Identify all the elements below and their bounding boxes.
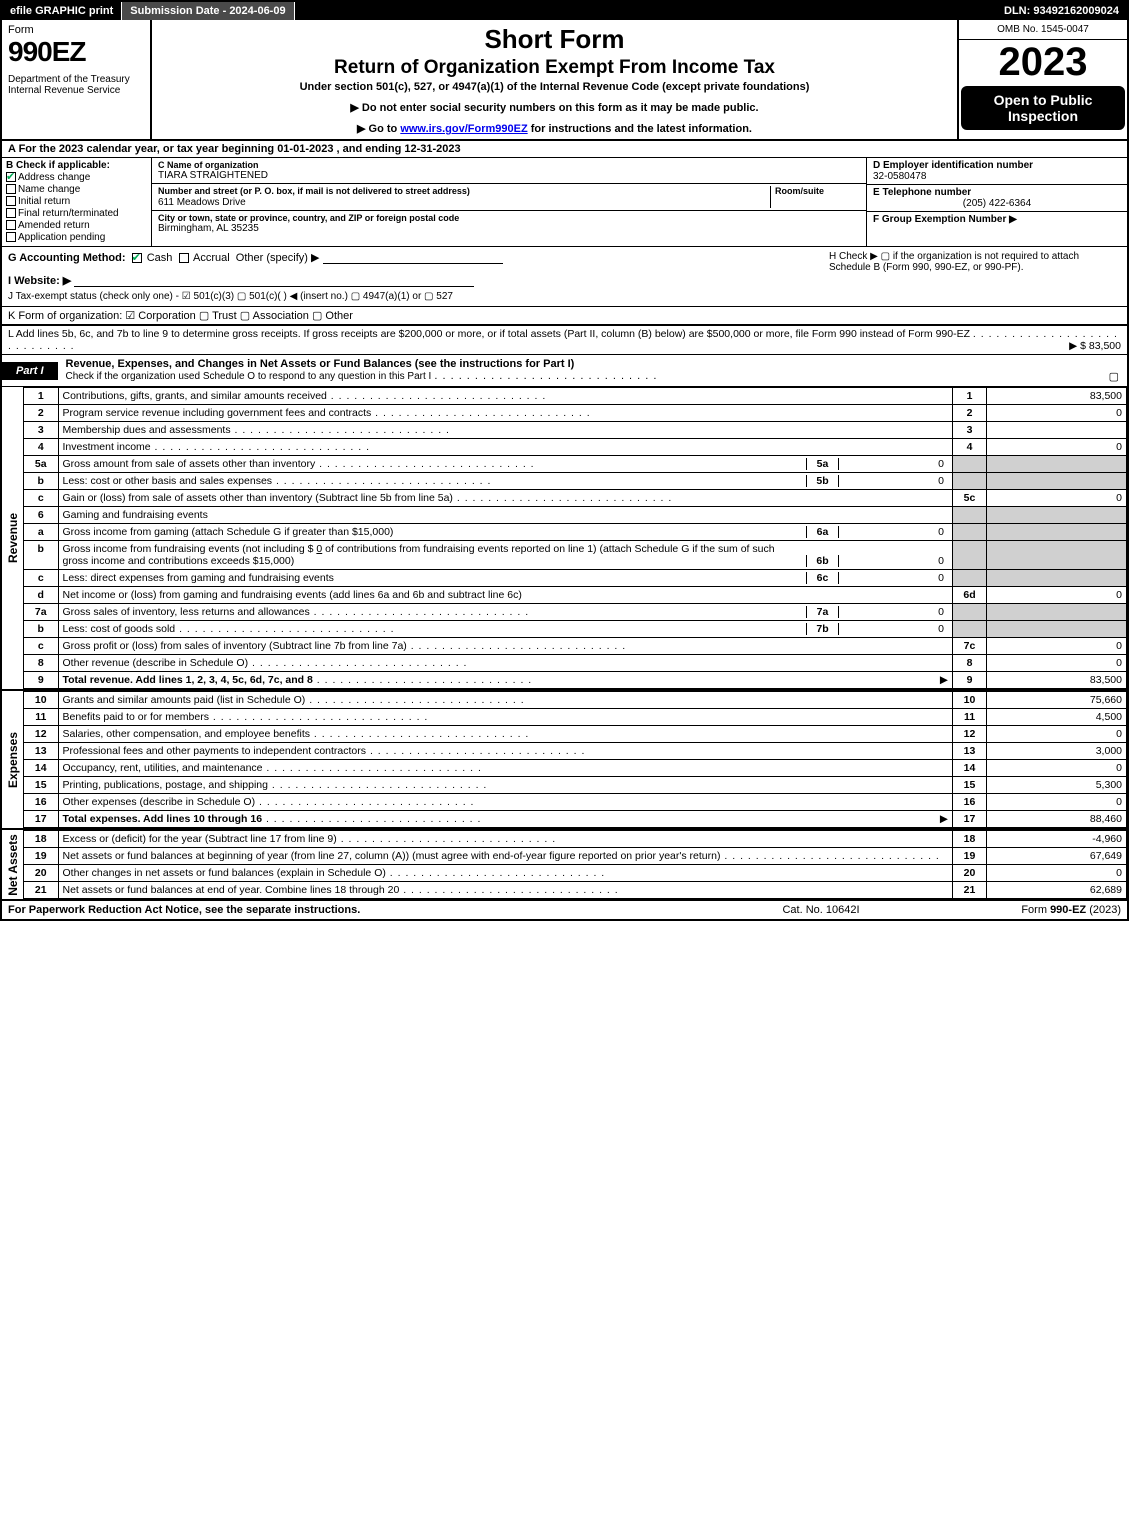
h-schedule-b: H Check ▶ ▢ if the organization is not r… [821, 251, 1121, 302]
line-5b: bLess: cost or other basis and sales exp… [24, 473, 1127, 490]
line-1: 1Contributions, gifts, grants, and simil… [24, 388, 1127, 405]
top-bar: efile GRAPHIC print Submission Date - 20… [2, 2, 1127, 20]
c-name-label: C Name of organization [158, 160, 860, 170]
row-g-h: G Accounting Method: Cash Accrual Other … [2, 247, 1127, 307]
line-3: 3Membership dues and assessments3 [24, 422, 1127, 439]
room-label: Room/suite [775, 186, 824, 196]
line-20: 20Other changes in net assets or fund ba… [24, 865, 1127, 882]
phone: (205) 422-6364 [873, 198, 1121, 209]
line-8: 8Other revenue (describe in Schedule O)8… [24, 655, 1127, 672]
cb-final-return[interactable]: Final return/terminated [6, 208, 147, 219]
line-2: 2Program service revenue including gover… [24, 405, 1127, 422]
accounting-method: G Accounting Method: Cash Accrual Other … [8, 251, 821, 264]
line-15: 15Printing, publications, postage, and s… [24, 777, 1127, 794]
line-9: 9Total revenue. Add lines 1, 2, 3, 4, 5c… [24, 672, 1127, 689]
form-number: 990EZ [8, 36, 144, 68]
department: Department of the Treasury Internal Reve… [8, 74, 144, 96]
col-b-checkboxes: B Check if applicable: Address change Na… [2, 158, 152, 246]
efile-print-button[interactable]: efile GRAPHIC print [2, 2, 122, 20]
org-name: TIARA STRAIGHTENED [158, 170, 860, 181]
line-17: 17Total expenses. Add lines 10 through 1… [24, 811, 1127, 828]
b-heading: B Check if applicable: [6, 160, 147, 171]
cb-accrual[interactable] [179, 253, 189, 263]
cat-no: Cat. No. 10642I [721, 904, 921, 916]
irs-link[interactable]: www.irs.gov/Form990EZ [400, 123, 527, 135]
website-input[interactable] [74, 275, 474, 287]
line-5a: 5aGross amount from sale of assets other… [24, 456, 1127, 473]
part-1-bar: Part I Revenue, Expenses, and Changes in… [2, 355, 1127, 387]
goto-link-line: ▶ Go to www.irs.gov/Form990EZ for instru… [158, 122, 951, 135]
dln: DLN: 93492162009024 [996, 2, 1127, 20]
side-expenses: Expenses [2, 691, 24, 828]
j-tax-exempt: J Tax-exempt status (check only one) - ☑… [8, 291, 821, 302]
header-left: Form 990EZ Department of the Treasury In… [2, 20, 152, 139]
line-6a: aGross income from gaming (attach Schedu… [24, 524, 1127, 541]
title-section: Under section 501(c), 527, or 4947(a)(1)… [158, 81, 951, 93]
f-group-label: F Group Exemption Number ▶ [873, 214, 1017, 225]
line-6d: dNet income or (loss) from gaming and fu… [24, 587, 1127, 604]
city: Birmingham, AL 35235 [158, 223, 860, 234]
footer: For Paperwork Reduction Act Notice, see … [2, 899, 1127, 919]
block-bcdef: B Check if applicable: Address change Na… [2, 158, 1127, 247]
line-19: 19Net assets or fund balances at beginni… [24, 848, 1127, 865]
line-6c: cLess: direct expenses from gaming and f… [24, 570, 1127, 587]
line-6: 6Gaming and fundraising events [24, 507, 1127, 524]
col-def: D Employer identification number 32-0580… [867, 158, 1127, 246]
form-footer: Form 990-EZ (2023) [921, 904, 1121, 916]
street: 611 Meadows Drive [158, 197, 770, 208]
city-label: City or town, state or province, country… [158, 213, 860, 223]
tax-year: 2023 [959, 40, 1127, 84]
side-revenue: Revenue [2, 387, 24, 689]
col-c-org: C Name of organization TIARA STRAIGHTENE… [152, 158, 867, 246]
part-1-title: Revenue, Expenses, and Changes in Net As… [58, 355, 1127, 386]
cb-name-change[interactable]: Name change [6, 184, 147, 195]
line-18: 18Excess or (deficit) for the year (Subt… [24, 831, 1127, 848]
e-phone-label: E Telephone number [873, 187, 971, 198]
part-1-tag: Part I [2, 362, 58, 380]
line-12: 12Salaries, other compensation, and empl… [24, 726, 1127, 743]
revenue-block: Revenue 1Contributions, gifts, grants, a… [2, 387, 1127, 689]
form-word: Form [8, 24, 144, 36]
header: Form 990EZ Department of the Treasury In… [2, 20, 1127, 141]
cb-address-change[interactable]: Address change [6, 172, 147, 183]
cb-application-pending[interactable]: Application pending [6, 232, 147, 243]
cb-initial-return[interactable]: Initial return [6, 196, 147, 207]
cb-cash[interactable] [132, 253, 142, 263]
line-13: 13Professional fees and other payments t… [24, 743, 1127, 760]
form-990ez: efile GRAPHIC print Submission Date - 20… [0, 0, 1129, 921]
submission-date: Submission Date - 2024-06-09 [122, 2, 294, 20]
d-ein-label: D Employer identification number [873, 160, 1033, 171]
line-21: 21Net assets or fund balances at end of … [24, 882, 1127, 899]
line-6b: bGross income from fundraising events (n… [24, 541, 1127, 570]
side-net-assets: Net Assets [2, 830, 24, 899]
line-4: 4Investment income40 [24, 439, 1127, 456]
open-to-public: Open to Public Inspection [961, 86, 1125, 130]
header-title: Short Form Return of Organization Exempt… [152, 20, 957, 139]
k-form-org: K Form of organization: ☑ Corporation ▢ … [2, 307, 1127, 326]
ein: 32-0580478 [873, 171, 1121, 182]
l-gross-receipts: L Add lines 5b, 6c, and 7b to line 9 to … [2, 326, 1127, 355]
title-return: Return of Organization Exempt From Incom… [158, 57, 951, 79]
line-5c: cGain or (loss) from sale of assets othe… [24, 490, 1127, 507]
row-a-tax-year: A For the 2023 calendar year, or tax yea… [2, 141, 1127, 158]
line-11: 11Benefits paid to or for members114,500 [24, 709, 1127, 726]
line-7c: cGross profit or (loss) from sales of in… [24, 638, 1127, 655]
line-14: 14Occupancy, rent, utilities, and mainte… [24, 760, 1127, 777]
website-line: I Website: ▶ [8, 274, 821, 287]
line-10: 10Grants and similar amounts paid (list … [24, 692, 1127, 709]
title-short-form: Short Form [158, 24, 951, 55]
header-right: OMB No. 1545-0047 2023 Open to Public In… [957, 20, 1127, 139]
expenses-block: Expenses 10Grants and similar amounts pa… [2, 689, 1127, 828]
cb-amended-return[interactable]: Amended return [6, 220, 147, 231]
omb-number: OMB No. 1545-0047 [959, 20, 1127, 40]
line-7b: bLess: cost of goods sold7b0 [24, 621, 1127, 638]
net-assets-block: Net Assets 18Excess or (deficit) for the… [2, 828, 1127, 899]
warn-ssn: ▶ Do not enter social security numbers o… [158, 101, 951, 114]
line-16: 16Other expenses (describe in Schedule O… [24, 794, 1127, 811]
street-label: Number and street (or P. O. box, if mail… [158, 186, 470, 196]
line-7a: 7aGross sales of inventory, less returns… [24, 604, 1127, 621]
paperwork-notice: For Paperwork Reduction Act Notice, see … [8, 904, 721, 916]
